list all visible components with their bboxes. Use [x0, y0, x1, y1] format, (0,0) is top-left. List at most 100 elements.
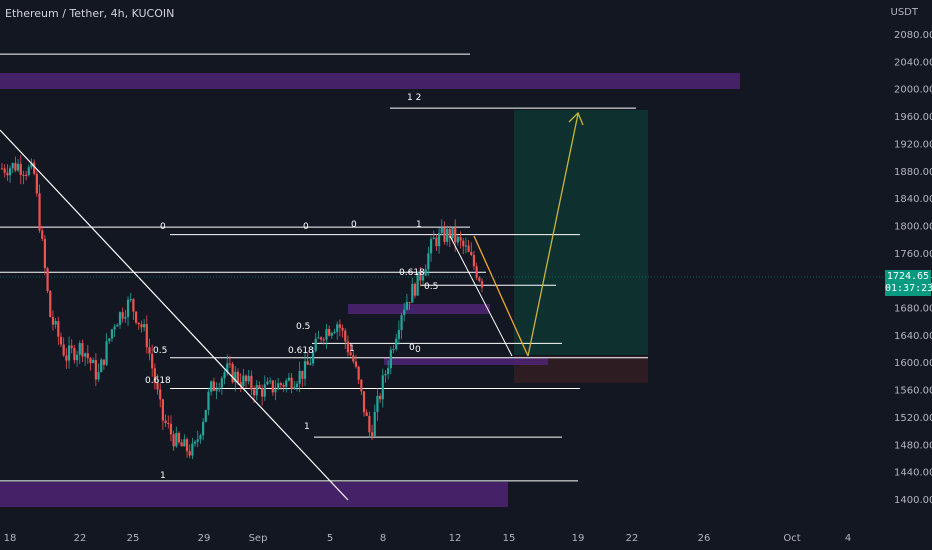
- candle-body: [137, 322, 140, 325]
- x-tick-label: 29: [198, 533, 211, 544]
- candle-body: [196, 439, 199, 442]
- candle-body: [239, 382, 242, 386]
- candle-body: [151, 353, 154, 369]
- candle-body: [252, 389, 256, 396]
- candle-body: [365, 412, 368, 416]
- y-tick-label: 1800.00: [894, 221, 932, 232]
- candle-body: [134, 311, 138, 323]
- candle-body: [118, 312, 122, 325]
- candle-body: [65, 355, 68, 361]
- candle-body: [143, 324, 146, 328]
- x-tick-label: 8: [380, 533, 386, 544]
- candle-body: [16, 163, 20, 171]
- y-tick-label: 1440.00: [894, 468, 932, 479]
- candle-body: [161, 399, 164, 421]
- candle-body: [266, 381, 269, 385]
- candle-body: [199, 435, 202, 440]
- fib-label: 0.618: [288, 346, 314, 356]
- candle-body: [451, 227, 454, 239]
- candle-body: [330, 332, 333, 336]
- candle-body: [368, 415, 371, 433]
- candle-body: [255, 385, 258, 396]
- candle-body: [153, 368, 156, 383]
- candle-body: [443, 227, 446, 242]
- fib-label: 1: [304, 422, 310, 432]
- candle-body: [105, 341, 108, 365]
- candle-body: [94, 360, 97, 380]
- y-tick-label: 1840.00: [894, 194, 932, 205]
- candle-body: [8, 168, 12, 176]
- candle-body: [234, 371, 237, 383]
- x-tick-label: 5: [327, 533, 333, 544]
- candle-body: [223, 372, 226, 379]
- candle-body: [293, 387, 296, 389]
- candle-body: [244, 375, 248, 382]
- candle-body: [338, 324, 341, 328]
- candle-body: [220, 378, 223, 388]
- candle-body: [70, 345, 73, 348]
- x-tick-label: 12: [449, 533, 462, 544]
- candle-body: [33, 162, 36, 174]
- y-tick-label: 1880.00: [894, 167, 932, 178]
- candle-body: [126, 299, 130, 318]
- candle-body: [180, 442, 183, 447]
- candle-body: [271, 380, 274, 393]
- candle-body: [298, 370, 301, 384]
- candle-body: [373, 411, 376, 436]
- candle-body: [19, 163, 22, 175]
- candle-body: [22, 174, 25, 176]
- candle-body: [159, 389, 162, 400]
- candle-body: [303, 361, 307, 379]
- current-price-value: 1724.65: [886, 271, 930, 282]
- candle-body: [167, 423, 170, 425]
- resistance-zone: [0, 73, 740, 89]
- candle-body: [269, 380, 272, 382]
- candle-body: [341, 327, 344, 331]
- fib-label: 0.618: [145, 376, 171, 386]
- candle-body: [231, 364, 234, 383]
- candle-body: [405, 302, 409, 310]
- candle-body: [191, 443, 194, 456]
- candle-body: [432, 237, 435, 240]
- candle-body: [49, 290, 52, 318]
- candle-body: [263, 384, 266, 397]
- candles: [0, 154, 484, 460]
- candle-body: [480, 280, 484, 288]
- candle-body: [35, 173, 38, 194]
- fib-label: 1 2: [407, 93, 421, 103]
- candle-body: [27, 167, 30, 176]
- candle-body: [218, 387, 221, 390]
- candle-body: [75, 354, 79, 361]
- candle-body: [84, 353, 87, 357]
- trend-line[interactable]: [0, 129, 349, 501]
- candle-body: [413, 283, 417, 296]
- candle-body: [328, 328, 331, 336]
- candle-body: [0, 168, 4, 170]
- candle-body: [156, 382, 159, 390]
- candle-body: [226, 363, 229, 373]
- candle-body: [349, 352, 352, 356]
- candle-body: [258, 385, 261, 389]
- candle-body: [25, 174, 28, 176]
- candle-body: [346, 341, 350, 353]
- candle-body: [389, 349, 392, 369]
- candle-body: [73, 347, 76, 361]
- candle-body: [97, 372, 100, 380]
- candle-body: [381, 375, 384, 400]
- candle-body: [395, 338, 398, 350]
- fib-label: 0: [409, 343, 415, 353]
- y-tick-label: 1560.00: [894, 386, 932, 397]
- y-tick-label: 2000.00: [894, 85, 932, 96]
- candle-body: [247, 375, 250, 382]
- candle-body: [124, 317, 127, 319]
- time-axis: 18 22 25 29 Sep 5 8 12 15 19 22 26 Oct 4: [4, 533, 852, 544]
- candle-body: [59, 336, 63, 345]
- y-tick-label: 2080.00: [894, 30, 932, 41]
- candle-body: [277, 383, 280, 390]
- candle-body: [54, 321, 57, 325]
- candle-body: [448, 228, 451, 239]
- y-tick-label: 2040.00: [894, 57, 932, 68]
- candle-body: [440, 227, 443, 234]
